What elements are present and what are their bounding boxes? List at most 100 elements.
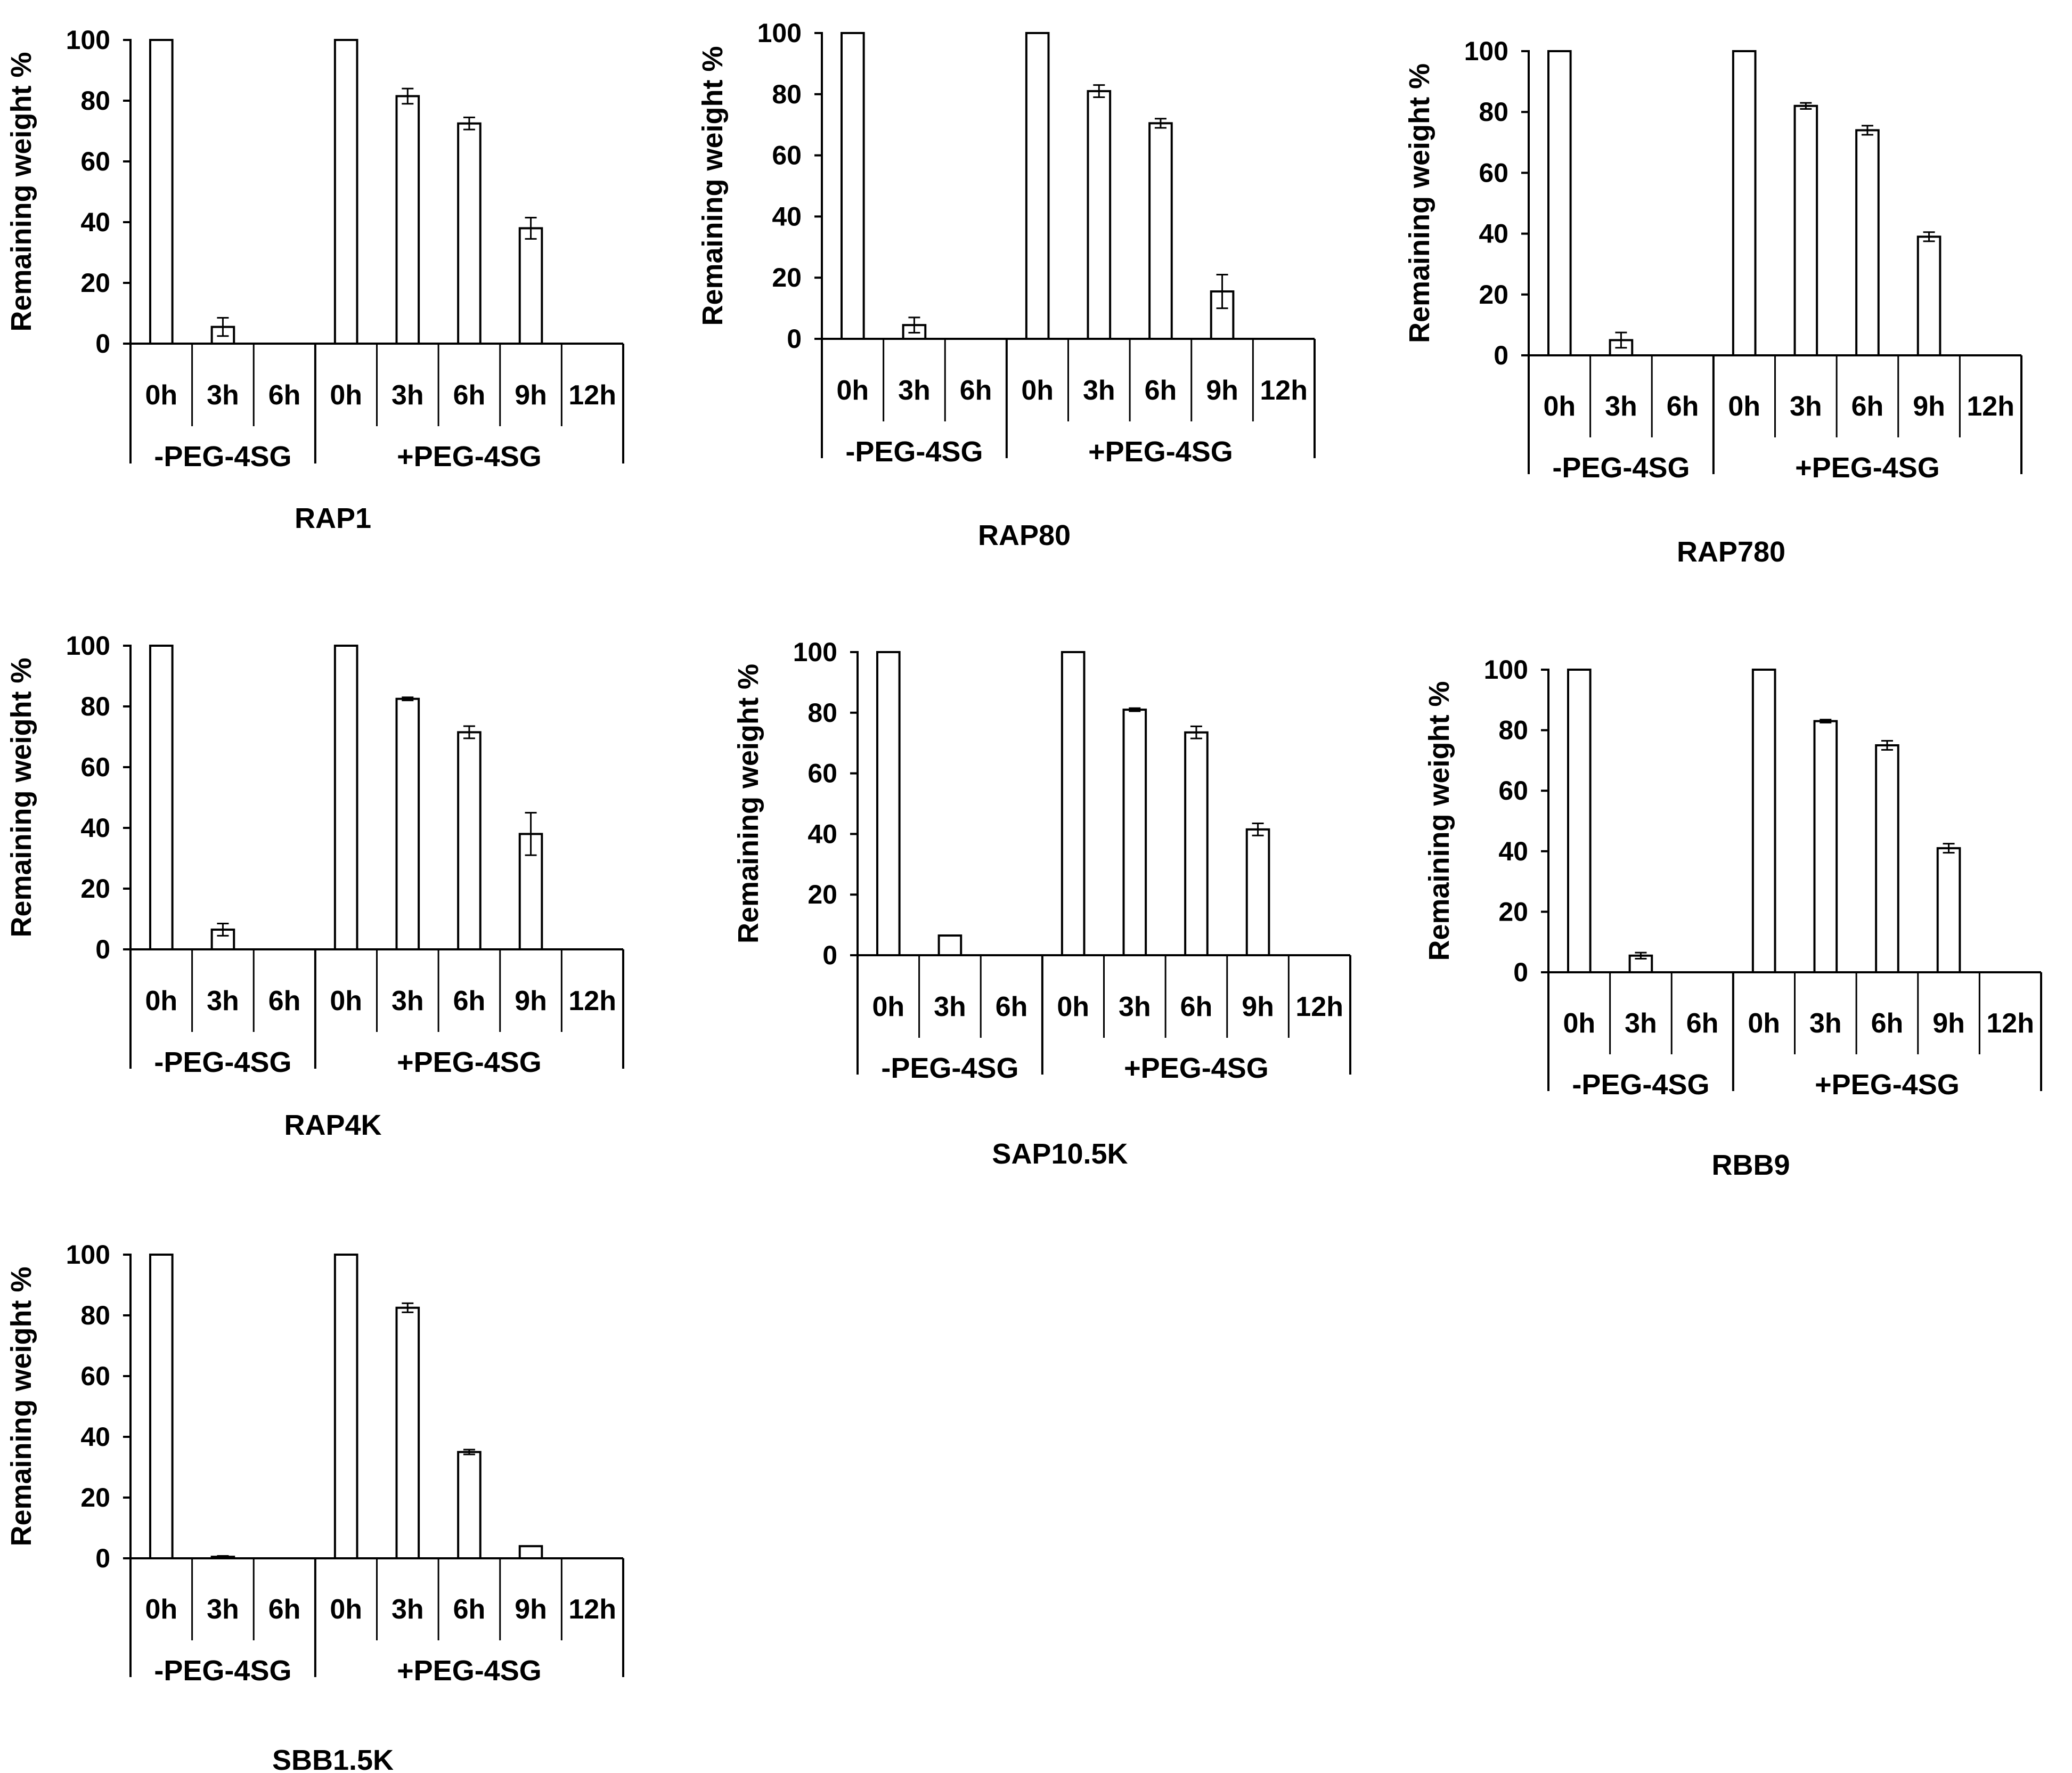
- x-category-label: 9h: [1913, 391, 1945, 422]
- y-axis-label: Remaining weight %: [1404, 63, 1435, 343]
- x-group-label: -PEG-4SG: [1572, 1069, 1709, 1101]
- y-axis-label: Remaining weight %: [697, 46, 729, 326]
- y-tick-label: 20: [80, 268, 110, 298]
- x-category-label: 6h: [996, 991, 1028, 1022]
- x-category-label: 0h: [145, 986, 177, 1016]
- chart-title: RAP1: [295, 502, 371, 534]
- x-category-label: 12h: [568, 1594, 616, 1625]
- x-category-label: 0h: [1563, 1008, 1595, 1039]
- x-category-label: 6h: [453, 986, 486, 1016]
- y-tick-label: 20: [1498, 897, 1528, 926]
- y-tick-label: 100: [1484, 655, 1528, 685]
- chart-panel-3: Remaining weight % 0 20 40 60 80 100 0h 3h 6h -PEG…: [1404, 36, 2022, 568]
- y-tick-label: 0: [95, 329, 110, 359]
- x-category-label: 9h: [515, 1594, 547, 1625]
- x-category-label: 12h: [568, 986, 616, 1016]
- x-category-label: 0h: [1057, 991, 1089, 1022]
- y-tick-label: 80: [1498, 715, 1528, 745]
- y-tick-label: 0: [95, 934, 110, 964]
- y-tick-label: 60: [1479, 158, 1508, 188]
- bar: [457, 122, 482, 345]
- bar: [1936, 847, 1961, 973]
- y-tick-label: 60: [772, 141, 802, 170]
- y-tick-label: 60: [807, 759, 837, 788]
- x-group-label: +PEG-4SG: [1795, 452, 1940, 484]
- x-group-label: +PEG-4SG: [397, 1046, 542, 1078]
- bar: [149, 645, 174, 950]
- bar: [1751, 669, 1776, 973]
- x-category-label: 0h: [836, 375, 869, 406]
- bar: [333, 1254, 358, 1559]
- x-category-label: 6h: [268, 1594, 301, 1625]
- x-category-label: 3h: [1790, 391, 1822, 422]
- bar: [1148, 122, 1173, 340]
- x-category-label: 9h: [1242, 991, 1274, 1022]
- y-axis-label: Remaining weight %: [5, 52, 37, 331]
- x-group-label: +PEG-4SG: [397, 441, 542, 473]
- x-category-label: 3h: [1625, 1008, 1657, 1039]
- x-category-label: 9h: [1206, 375, 1238, 406]
- x-category-label: 0h: [1543, 391, 1576, 422]
- x-category-label: 0h: [330, 380, 362, 411]
- y-axis-label: Remaining weight %: [5, 657, 37, 937]
- chart-title: SBB1.5K: [272, 1744, 394, 1773]
- x-group-label: -PEG-4SG: [154, 1655, 291, 1687]
- y-tick-label: 20: [772, 263, 802, 292]
- x-category-label: 0h: [330, 1594, 362, 1625]
- y-tick-label: 20: [1479, 280, 1508, 310]
- x-category-label: 0h: [1021, 375, 1054, 406]
- x-category-label: 12h: [1986, 1008, 2034, 1039]
- chart-panel-7: Remaining weight % 0 20 40 60 80 100 0h 3h 6h -PEG…: [5, 1240, 624, 1773]
- x-category-label: 3h: [1083, 375, 1115, 406]
- x-category-label: 3h: [207, 1594, 239, 1625]
- bar: [457, 1451, 482, 1559]
- y-tick-label: 60: [1498, 776, 1528, 806]
- y-tick-label: 80: [772, 79, 802, 109]
- x-category-label: 6h: [268, 380, 301, 411]
- x-category-label: 6h: [1180, 991, 1213, 1022]
- y-axis-label: Remaining weight %: [732, 664, 764, 944]
- x-group-label: -PEG-4SG: [1552, 452, 1690, 484]
- bar: [457, 731, 482, 950]
- x-group-label: +PEG-4SG: [1088, 436, 1233, 468]
- x-category-label: 0h: [1728, 391, 1760, 422]
- x-category-label: 3h: [207, 986, 239, 1016]
- x-category-label: 0h: [145, 1594, 177, 1625]
- bar: [333, 39, 358, 345]
- bar: [149, 39, 174, 345]
- bar: [1184, 731, 1209, 957]
- x-category-label: 3h: [1809, 1008, 1842, 1039]
- bar: [1087, 90, 1112, 340]
- y-tick-label: 20: [80, 1483, 110, 1512]
- x-category-label: 0h: [330, 986, 362, 1016]
- y-tick-label: 0: [1494, 340, 1508, 370]
- x-category-label: 0h: [1748, 1008, 1780, 1039]
- chart-title: RAP780: [1677, 536, 1785, 568]
- y-tick-label: 40: [1498, 836, 1528, 866]
- x-category-label: 6h: [1686, 1008, 1719, 1039]
- chart-panel-6: Remaining weight % 0 20 40 60 80 100 0h 3h 6h -PEG…: [1423, 655, 2042, 1181]
- y-axis-label: Remaining weight %: [5, 1266, 37, 1546]
- chart-title: RAP4K: [284, 1109, 381, 1141]
- chart-panel-4: Remaining weight % 0 20 40 60 80 100 0h 3h 6h -PEG…: [5, 631, 624, 1141]
- y-axis-label: Remaining weight %: [1423, 681, 1455, 961]
- y-tick-label: 80: [1479, 97, 1508, 127]
- chart-panel-5: Remaining weight % 0 20 40 60 80 100 0h 3h 6h -PEG…: [732, 637, 1351, 1170]
- bar: [1025, 32, 1050, 340]
- bar: [518, 1545, 543, 1559]
- bar: [1793, 104, 1818, 356]
- bar: [1875, 744, 1899, 973]
- y-tick-label: 60: [80, 147, 110, 176]
- bar: [1061, 651, 1086, 956]
- x-category-label: 3h: [391, 1594, 424, 1625]
- bar: [1547, 50, 1572, 356]
- bar: [395, 697, 420, 950]
- bar: [1855, 129, 1880, 357]
- bar: [395, 1306, 420, 1559]
- x-group-label: +PEG-4SG: [1815, 1069, 1960, 1101]
- x-category-label: 6h: [453, 1594, 486, 1625]
- x-category-label: 6h: [1871, 1008, 1904, 1039]
- bar: [149, 1254, 174, 1559]
- x-category-label: 12h: [1967, 391, 2014, 422]
- x-group-label: -PEG-4SG: [154, 1046, 291, 1078]
